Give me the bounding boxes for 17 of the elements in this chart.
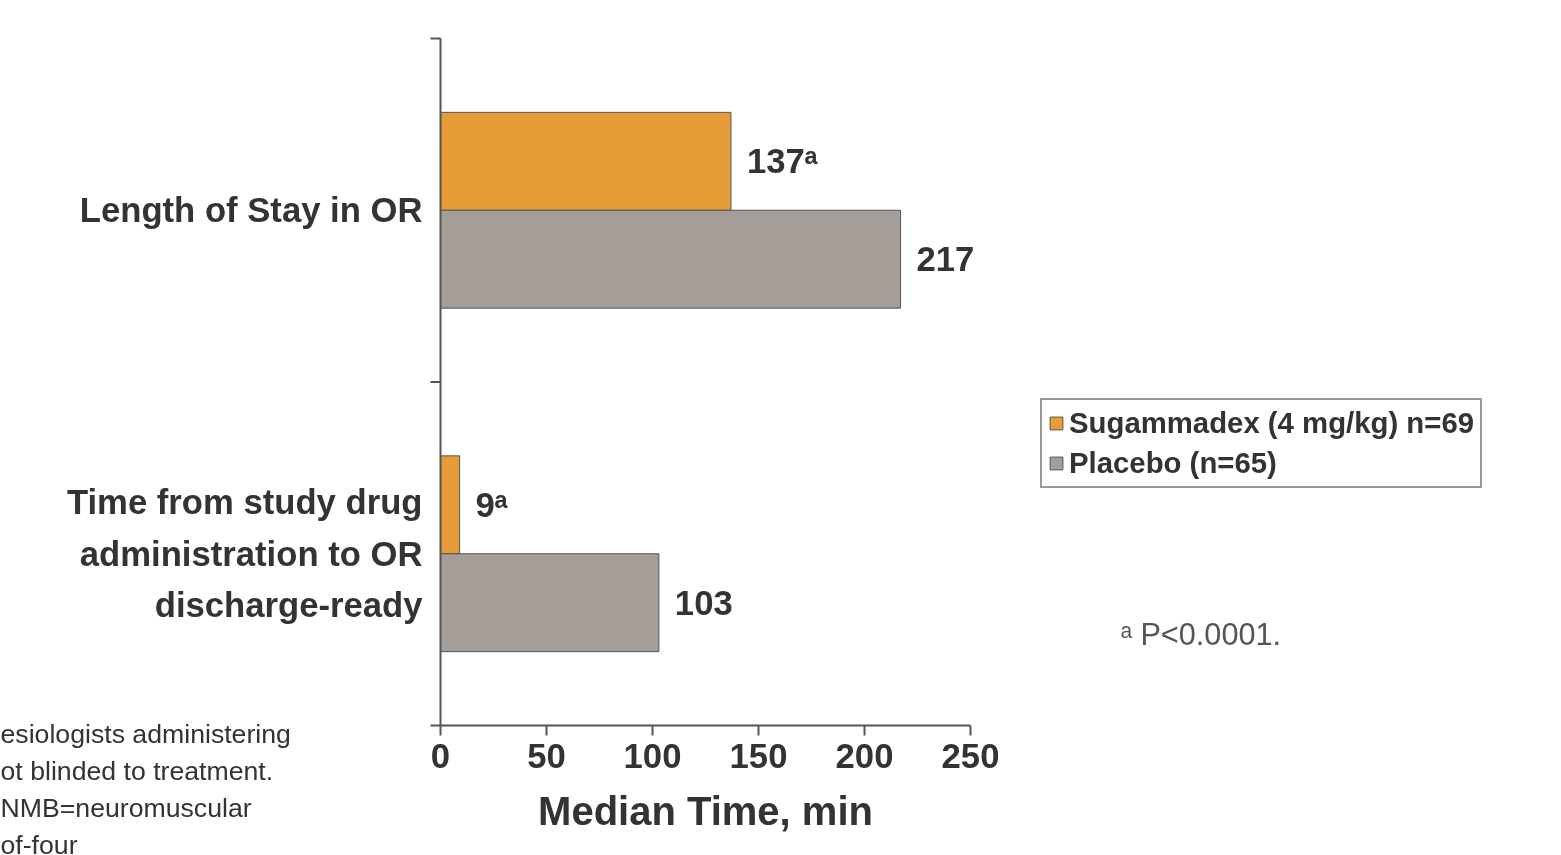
legend-label: Placebo (n=65): [1069, 446, 1277, 480]
x-tick-label: 150: [729, 736, 788, 775]
text: esiologists administering ot blinded to treatment. NMB=neuromuscular of-four: [0, 718, 291, 855]
data-label: 217: [916, 240, 975, 279]
x-tick-label: 200: [835, 736, 894, 775]
data-label: 137ᵃ: [746, 142, 818, 181]
legend-label: Sugammadex (4 mg/kg) n=69: [1069, 406, 1475, 440]
x-axis-title: Median Time, min: [538, 788, 873, 833]
text: ᵃ P<0.0001.: [1120, 616, 1282, 651]
x-tick-label: 250: [941, 736, 1000, 775]
data-label: 9ᵃ: [475, 485, 508, 524]
data-label: 103: [674, 583, 733, 622]
x-tick-label: 0: [430, 736, 451, 775]
y-tick-label: Length of Stay in OR: [79, 191, 423, 230]
x-tick-label: 50: [527, 736, 566, 775]
y-tick-label: Time from study drug administration to OR discharge-ready: [66, 483, 424, 625]
x-tick-label: 100: [623, 736, 682, 775]
